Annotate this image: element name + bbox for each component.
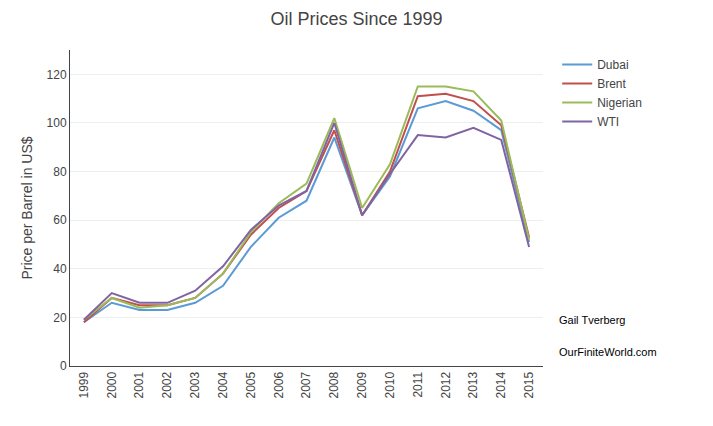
svg-text:0: 0 xyxy=(60,359,67,373)
svg-text:2015: 2015 xyxy=(522,371,536,398)
svg-text:2004: 2004 xyxy=(216,371,230,398)
svg-text:2007: 2007 xyxy=(299,371,313,398)
svg-text:Gail Tverberg: Gail Tverberg xyxy=(559,314,625,326)
svg-text:1999: 1999 xyxy=(77,371,91,398)
svg-text:40: 40 xyxy=(53,262,67,276)
svg-text:100: 100 xyxy=(47,116,67,130)
svg-text:2013: 2013 xyxy=(466,371,480,398)
svg-text:WTI: WTI xyxy=(597,115,619,129)
svg-text:OurFiniteWorld.com: OurFiniteWorld.com xyxy=(559,346,657,358)
svg-text:20: 20 xyxy=(53,311,67,325)
svg-text:2012: 2012 xyxy=(439,371,453,398)
svg-text:2014: 2014 xyxy=(494,371,508,398)
svg-text:2011: 2011 xyxy=(411,371,425,397)
svg-text:Nigerian: Nigerian xyxy=(597,96,642,110)
svg-text:2001: 2001 xyxy=(132,371,146,398)
svg-text:2005: 2005 xyxy=(244,371,258,398)
svg-text:Price per Barrel in US$: Price per Barrel in US$ xyxy=(19,136,35,279)
svg-text:60: 60 xyxy=(53,213,67,227)
svg-text:120: 120 xyxy=(47,68,67,82)
svg-text:Oil Prices Since 1999: Oil Prices Since 1999 xyxy=(270,9,442,29)
svg-text:2002: 2002 xyxy=(160,371,174,398)
svg-text:Dubai: Dubai xyxy=(597,58,628,72)
svg-text:2008: 2008 xyxy=(327,371,341,398)
svg-text:Brent: Brent xyxy=(597,77,626,91)
svg-text:2000: 2000 xyxy=(105,371,119,398)
svg-text:2006: 2006 xyxy=(272,371,286,398)
svg-text:2009: 2009 xyxy=(355,371,369,398)
svg-text:2010: 2010 xyxy=(383,371,397,398)
svg-text:80: 80 xyxy=(53,165,67,179)
svg-text:2003: 2003 xyxy=(188,371,202,398)
